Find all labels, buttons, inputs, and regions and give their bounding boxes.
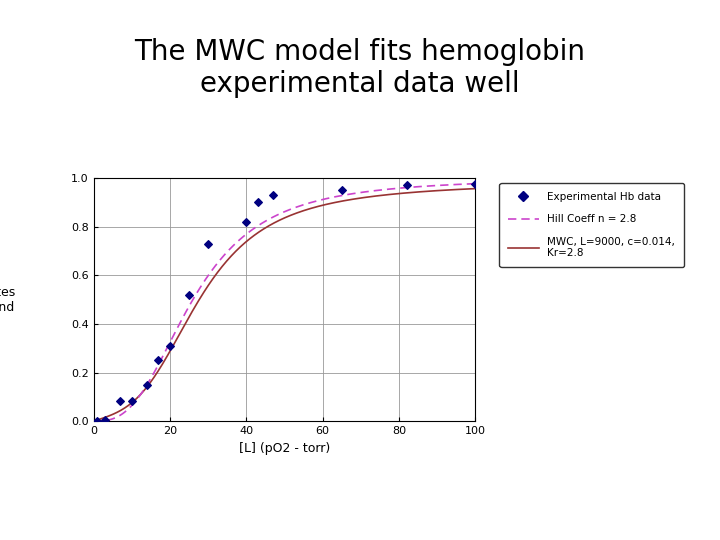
- Point: [183, 291, 194, 299]
- Point: [114, 396, 126, 405]
- Y-axis label: Fraction of sites
bound: Fraction of sites bound: [0, 286, 15, 314]
- Point: [153, 356, 164, 365]
- Point: [202, 240, 214, 248]
- Legend: Experimental Hb data, Hill Coeff n = 2.8, MWC, L=9000, c=0.014,
Kr=2.8: Experimental Hb data, Hill Coeff n = 2.8…: [500, 184, 683, 267]
- Point: [252, 198, 264, 207]
- Point: [401, 181, 413, 190]
- Text: The MWC model fits hemoglobin
experimental data well: The MWC model fits hemoglobin experiment…: [135, 38, 585, 98]
- Point: [469, 180, 481, 188]
- Point: [141, 380, 153, 389]
- Point: [91, 416, 103, 425]
- Point: [240, 218, 252, 226]
- Point: [126, 396, 138, 405]
- Point: [336, 186, 348, 195]
- X-axis label: [L] (pO2 - torr): [L] (pO2 - torr): [239, 442, 330, 455]
- Point: [267, 191, 279, 199]
- Point: [164, 342, 176, 350]
- Point: [99, 416, 111, 424]
